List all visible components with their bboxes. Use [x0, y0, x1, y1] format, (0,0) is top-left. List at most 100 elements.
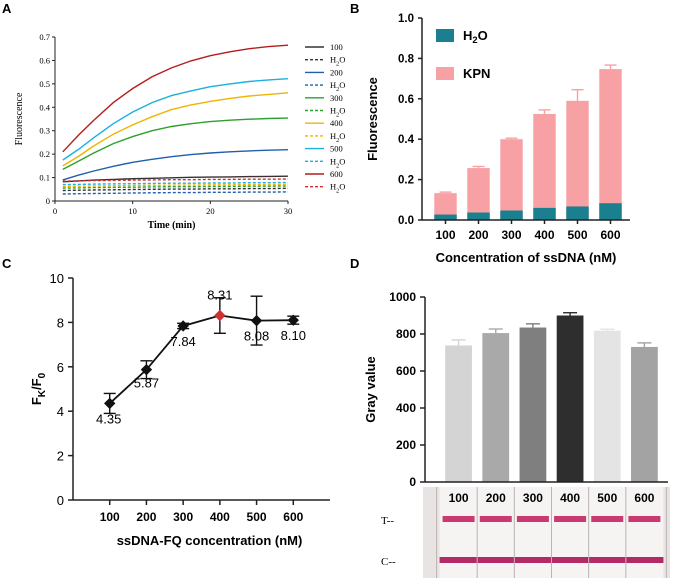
- control-line-band: [551, 557, 590, 563]
- panel-b-x-tick-label: 400: [534, 228, 554, 242]
- panel-a-y-tick-label: 0.1: [39, 173, 50, 183]
- test-strip-lane-label: 100: [449, 491, 469, 505]
- panel-a-series-line: [62, 78, 289, 161]
- control-line-marker: C--: [381, 556, 396, 568]
- panel-c-series-line: [109, 314, 294, 405]
- panel-b-bar-kpn: [434, 193, 457, 220]
- panel-b-bar-kpn: [566, 100, 589, 220]
- panel-a-x-tick-label: 10: [128, 206, 137, 216]
- test-line-band: [516, 516, 549, 522]
- panel-a-series-line: [62, 191, 289, 195]
- panel-a-y-tick-label: 0: [46, 196, 50, 206]
- panel-c-data-label: 5.87: [134, 376, 159, 391]
- panel-b-y-tick-label: 1.0: [398, 13, 414, 25]
- panel-a-line-chart: 0 0.1 0.2 0.3 0.4 0.5 0.6 0.7 0 10 20 30 Time (min)…: [14, 32, 345, 231]
- panel-c-data-label: 7.84: [170, 334, 195, 349]
- panel-b-y-tick-label: 0.6: [398, 94, 414, 106]
- test-strip-lane-label: 500: [597, 491, 617, 505]
- panel-b-y-tick-label: 0.4: [398, 134, 415, 146]
- panel-b-legend: H2O KPN: [436, 28, 490, 81]
- panel-d-bar: [482, 333, 510, 482]
- panel-b-x-tick-label: 600: [600, 228, 620, 242]
- panel-a-legend-label: 500: [330, 144, 343, 154]
- control-line-band: [476, 557, 515, 563]
- panel-a-x-tick-label: 20: [206, 206, 215, 216]
- test-line-band: [442, 516, 475, 522]
- panel-d-y-tick-label: 0: [409, 475, 416, 489]
- panel-a-legend-label: H2O: [330, 156, 345, 169]
- panel-b-legend-swatch: [436, 29, 454, 42]
- panel-a-series-line: [62, 92, 289, 167]
- panel-c-y-tick-label: 0: [57, 493, 64, 508]
- panel-c-data-point: [177, 320, 189, 332]
- panel-a-x-axis-label: Time (min): [148, 220, 196, 231]
- test-line-marker: T--: [381, 515, 394, 527]
- panel-b-bar-kpn: [599, 69, 622, 220]
- panel-label-c: C: [2, 256, 12, 271]
- test-strip-image: 100 200 300 400 500 600 T-- C--: [381, 487, 670, 578]
- panel-b-bar-h2o: [467, 212, 490, 220]
- panel-b-y-tick-label: 0.2: [398, 175, 414, 187]
- panel-a-legend-label: H2O: [330, 80, 345, 93]
- panel-b-x-tick-label: 100: [435, 228, 455, 242]
- panel-c-x-tick-label: 300: [173, 510, 193, 524]
- panel-c-x-tick-label: 100: [100, 510, 120, 524]
- panel-a-legend-label: 400: [330, 118, 343, 128]
- panel-a-legend-label: H2O: [330, 106, 345, 119]
- panel-d-bar: [631, 346, 658, 482]
- panel-a-y-axis-label: Fluorescence: [14, 92, 25, 145]
- panel-c-x-axis-label: ssDNA-FQ concentration (nM): [117, 533, 303, 548]
- panel-b-x-tick-label: 300: [501, 228, 521, 242]
- panel-b-x-tick-label: 500: [567, 228, 587, 242]
- panel-c-y-tick-label: 8: [57, 315, 64, 330]
- panel-c-y-tick-label: 10: [50, 271, 64, 286]
- panel-d-bar: [445, 345, 472, 482]
- panel-b-y-tick-label: 0.8: [398, 53, 415, 65]
- panel-label-d: D: [350, 256, 359, 271]
- panel-c-x-tick-label: 400: [210, 510, 230, 524]
- panel-a-y-tick-label: 0.2: [39, 149, 50, 159]
- panel-c-data-label: 8.10: [281, 328, 306, 343]
- panel-b-stacked-bar-chart: 0.0 0.2 0.4 0.6 0.8 1.0 100 200 300 400 500 600 Con…: [365, 13, 630, 265]
- panel-b-bar-kpn: [533, 113, 556, 220]
- test-line-band: [628, 516, 661, 522]
- panel-a-y-tick-label: 0.6: [39, 55, 50, 65]
- panel-a-y-tick-label: 0.3: [39, 126, 50, 136]
- panel-label-b: B: [350, 1, 359, 16]
- panel-d-y-tick-label: 1000: [389, 290, 416, 304]
- control-line-band: [625, 557, 664, 563]
- panel-c-data-label: 4.35: [96, 411, 121, 426]
- panel-c-x-tick-label: 600: [283, 510, 303, 524]
- test-strip-lane-label: 200: [486, 491, 506, 505]
- panel-c-y-tick-label: 2: [57, 449, 64, 464]
- test-line-band: [591, 516, 624, 522]
- panel-c-y-axis-label: FK/F0: [29, 372, 48, 405]
- panel-d-y-tick-label: 200: [396, 438, 416, 452]
- panel-b-bar-h2o: [434, 214, 457, 220]
- test-strip-lane-label: 300: [523, 491, 543, 505]
- panel-d-bar-chart: 0 200 400 600 800 1000 Gray value 100 200 300 40…: [363, 290, 670, 578]
- panel-d-y-tick-label: 400: [396, 401, 416, 415]
- panel-c-line-chart: 0 2 4 6 8 10 100 200 300 400 500 600 4.35 5.87 7.84 8.…: [29, 271, 330, 548]
- panel-d-y-tick-label: 600: [396, 364, 416, 378]
- panel-c-data-label: 8.31: [207, 288, 232, 303]
- panel-a-y-tick-label: 0.5: [39, 79, 50, 89]
- panel-b-y-axis-label: Fluorescence: [365, 77, 380, 161]
- panel-b-legend-label: KPN: [463, 66, 490, 81]
- panel-b-bar-h2o: [566, 206, 589, 220]
- panel-d-bar: [519, 327, 547, 482]
- panel-c-data-label: 8.08: [244, 329, 269, 344]
- panel-a-legend-label: H2O: [330, 55, 345, 68]
- test-line-band: [479, 516, 512, 522]
- panel-b-y-tick-label: 0.0: [398, 215, 414, 227]
- panel-a-legend-label: 200: [330, 67, 343, 77]
- panel-b-bar-kpn: [500, 139, 523, 220]
- panel-a-series-line: [62, 149, 289, 181]
- panel-a-x-tick-label: 0: [53, 206, 57, 216]
- panel-a-series-line: [62, 181, 289, 186]
- panel-d-bar: [593, 330, 621, 482]
- panel-b-bar-h2o: [533, 207, 556, 220]
- panel-a-x-tick-label: 30: [284, 206, 293, 216]
- panel-a-legend-label: 100: [330, 42, 343, 52]
